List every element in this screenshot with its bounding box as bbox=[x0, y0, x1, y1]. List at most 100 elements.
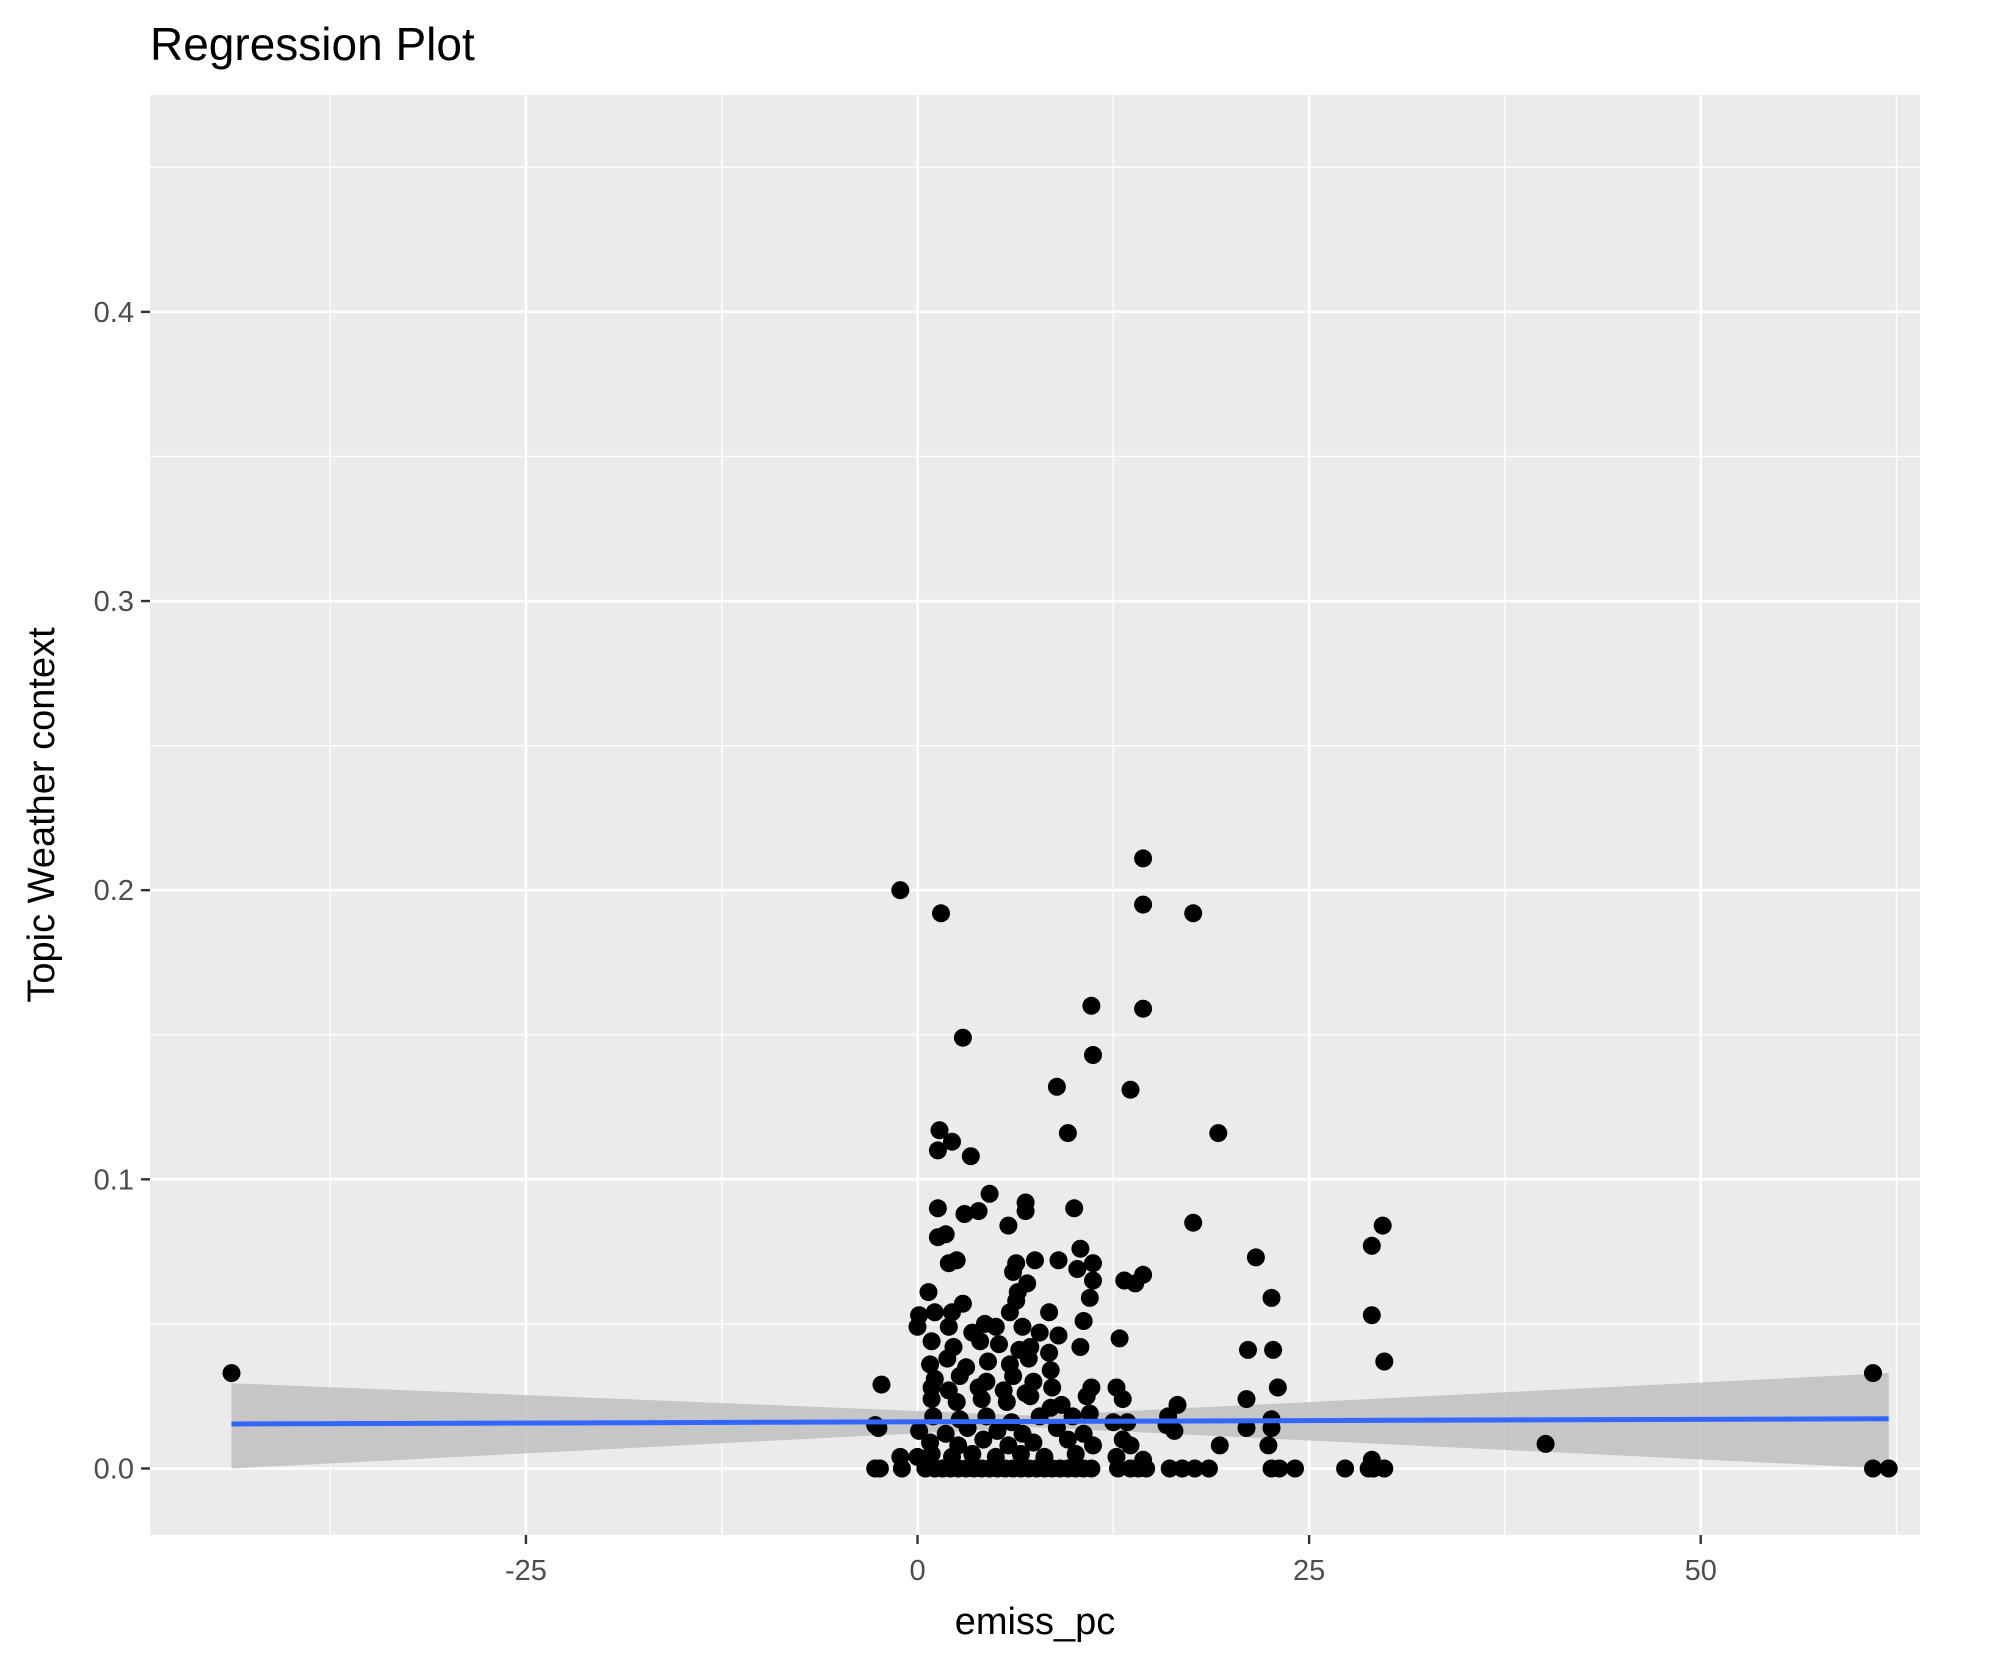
data-point bbox=[1336, 1459, 1355, 1478]
data-point bbox=[1058, 1430, 1077, 1449]
data-point bbox=[1066, 1445, 1085, 1463]
data-point bbox=[1199, 1459, 1218, 1478]
data-point bbox=[1209, 1124, 1228, 1143]
x-tick-label: -25 bbox=[505, 1555, 547, 1587]
data-point bbox=[1134, 895, 1153, 914]
data-point bbox=[1065, 1199, 1084, 1218]
data-point bbox=[947, 1251, 966, 1270]
data-point bbox=[1068, 1260, 1087, 1278]
y-axis: 0.0 0.1 0.2 0.3 0.4 bbox=[94, 297, 150, 1485]
data-point bbox=[947, 1393, 966, 1411]
data-point bbox=[1040, 1343, 1059, 1362]
data-point bbox=[1049, 1326, 1068, 1345]
y-axis-title: Topic Weather context bbox=[21, 627, 63, 1003]
data-point bbox=[1080, 1404, 1099, 1423]
data-point bbox=[1026, 1251, 1044, 1270]
data-point bbox=[872, 1375, 891, 1394]
data-point bbox=[988, 1421, 1007, 1440]
data-point bbox=[961, 1147, 980, 1166]
data-point bbox=[1165, 1421, 1184, 1440]
data-point bbox=[1286, 1459, 1304, 1478]
y-tick-label: 0.1 bbox=[94, 1164, 134, 1196]
data-point bbox=[925, 1303, 944, 1322]
data-point bbox=[1113, 1390, 1132, 1409]
data-point bbox=[1007, 1254, 1026, 1273]
data-point bbox=[1184, 1213, 1203, 1232]
data-point bbox=[950, 1367, 969, 1385]
data-point bbox=[1160, 1459, 1179, 1478]
data-point bbox=[1259, 1436, 1278, 1455]
data-point bbox=[1115, 1271, 1134, 1290]
data-point bbox=[922, 1445, 941, 1463]
data-point bbox=[963, 1445, 982, 1463]
data-point bbox=[1121, 1436, 1140, 1455]
data-point bbox=[1080, 1288, 1099, 1307]
data-point bbox=[1084, 1436, 1102, 1455]
data-point bbox=[1021, 1387, 1040, 1406]
data-point bbox=[1058, 1124, 1077, 1143]
data-point bbox=[1043, 1378, 1062, 1397]
data-point bbox=[1041, 1361, 1060, 1380]
data-point bbox=[928, 1141, 947, 1160]
data-point bbox=[1210, 1436, 1229, 1455]
data-point bbox=[1084, 1254, 1102, 1273]
data-points bbox=[222, 849, 1898, 1478]
data-point bbox=[990, 1335, 1008, 1354]
data-point bbox=[955, 1205, 974, 1223]
data-point bbox=[1864, 1364, 1882, 1383]
data-point bbox=[1121, 1080, 1140, 1099]
data-point bbox=[1536, 1434, 1555, 1453]
data-point bbox=[1030, 1323, 1049, 1342]
data-point bbox=[974, 1430, 993, 1449]
data-point bbox=[936, 1225, 955, 1244]
data-point bbox=[1013, 1317, 1032, 1336]
data-point bbox=[936, 1424, 955, 1443]
x-axis: -25 0 25 50 bbox=[505, 1535, 1717, 1587]
data-point bbox=[1134, 999, 1153, 1018]
data-point bbox=[1004, 1367, 1023, 1385]
data-point bbox=[1239, 1340, 1257, 1359]
data-point bbox=[1362, 1236, 1381, 1255]
data-point bbox=[1134, 849, 1153, 868]
regression-line-layer bbox=[231, 1416, 1889, 1427]
y-tick-label: 0.3 bbox=[94, 586, 134, 618]
data-point bbox=[1362, 1306, 1381, 1325]
data-point bbox=[908, 1317, 927, 1336]
data-point bbox=[870, 1459, 889, 1478]
data-point bbox=[1110, 1329, 1129, 1348]
data-point bbox=[910, 1421, 929, 1440]
data-point bbox=[1082, 1459, 1101, 1478]
data-point bbox=[1016, 1202, 1035, 1221]
data-point bbox=[1040, 1303, 1059, 1322]
x-tick-label: 50 bbox=[1685, 1555, 1717, 1587]
data-point bbox=[1024, 1433, 1043, 1452]
data-point bbox=[953, 1294, 972, 1313]
data-point bbox=[1373, 1216, 1392, 1235]
data-point bbox=[1237, 1390, 1256, 1409]
data-point bbox=[972, 1390, 991, 1409]
data-point bbox=[979, 1352, 997, 1371]
data-point bbox=[928, 1199, 947, 1218]
data-point bbox=[1173, 1459, 1192, 1478]
data-point bbox=[1134, 1265, 1153, 1284]
data-point bbox=[1375, 1459, 1394, 1478]
data-point bbox=[1237, 1419, 1256, 1437]
x-axis-title: emiss_pc bbox=[955, 1601, 1116, 1643]
data-point bbox=[1074, 1312, 1093, 1330]
data-point bbox=[938, 1349, 957, 1368]
data-point bbox=[1268, 1378, 1287, 1397]
x-tick-label: 0 bbox=[909, 1555, 925, 1587]
data-point bbox=[953, 1028, 972, 1047]
data-point bbox=[943, 1132, 961, 1151]
data-point bbox=[939, 1317, 958, 1336]
data-point bbox=[1264, 1340, 1283, 1359]
y-tick-label: 0.2 bbox=[94, 875, 134, 907]
data-point bbox=[1084, 1271, 1102, 1290]
data-point bbox=[1262, 1419, 1281, 1437]
chart-title: Regression Plot bbox=[150, 18, 475, 70]
data-point bbox=[1011, 1445, 1030, 1463]
data-point bbox=[1184, 904, 1203, 923]
data-point bbox=[222, 1364, 241, 1383]
y-tick-label: 0.4 bbox=[94, 297, 134, 329]
